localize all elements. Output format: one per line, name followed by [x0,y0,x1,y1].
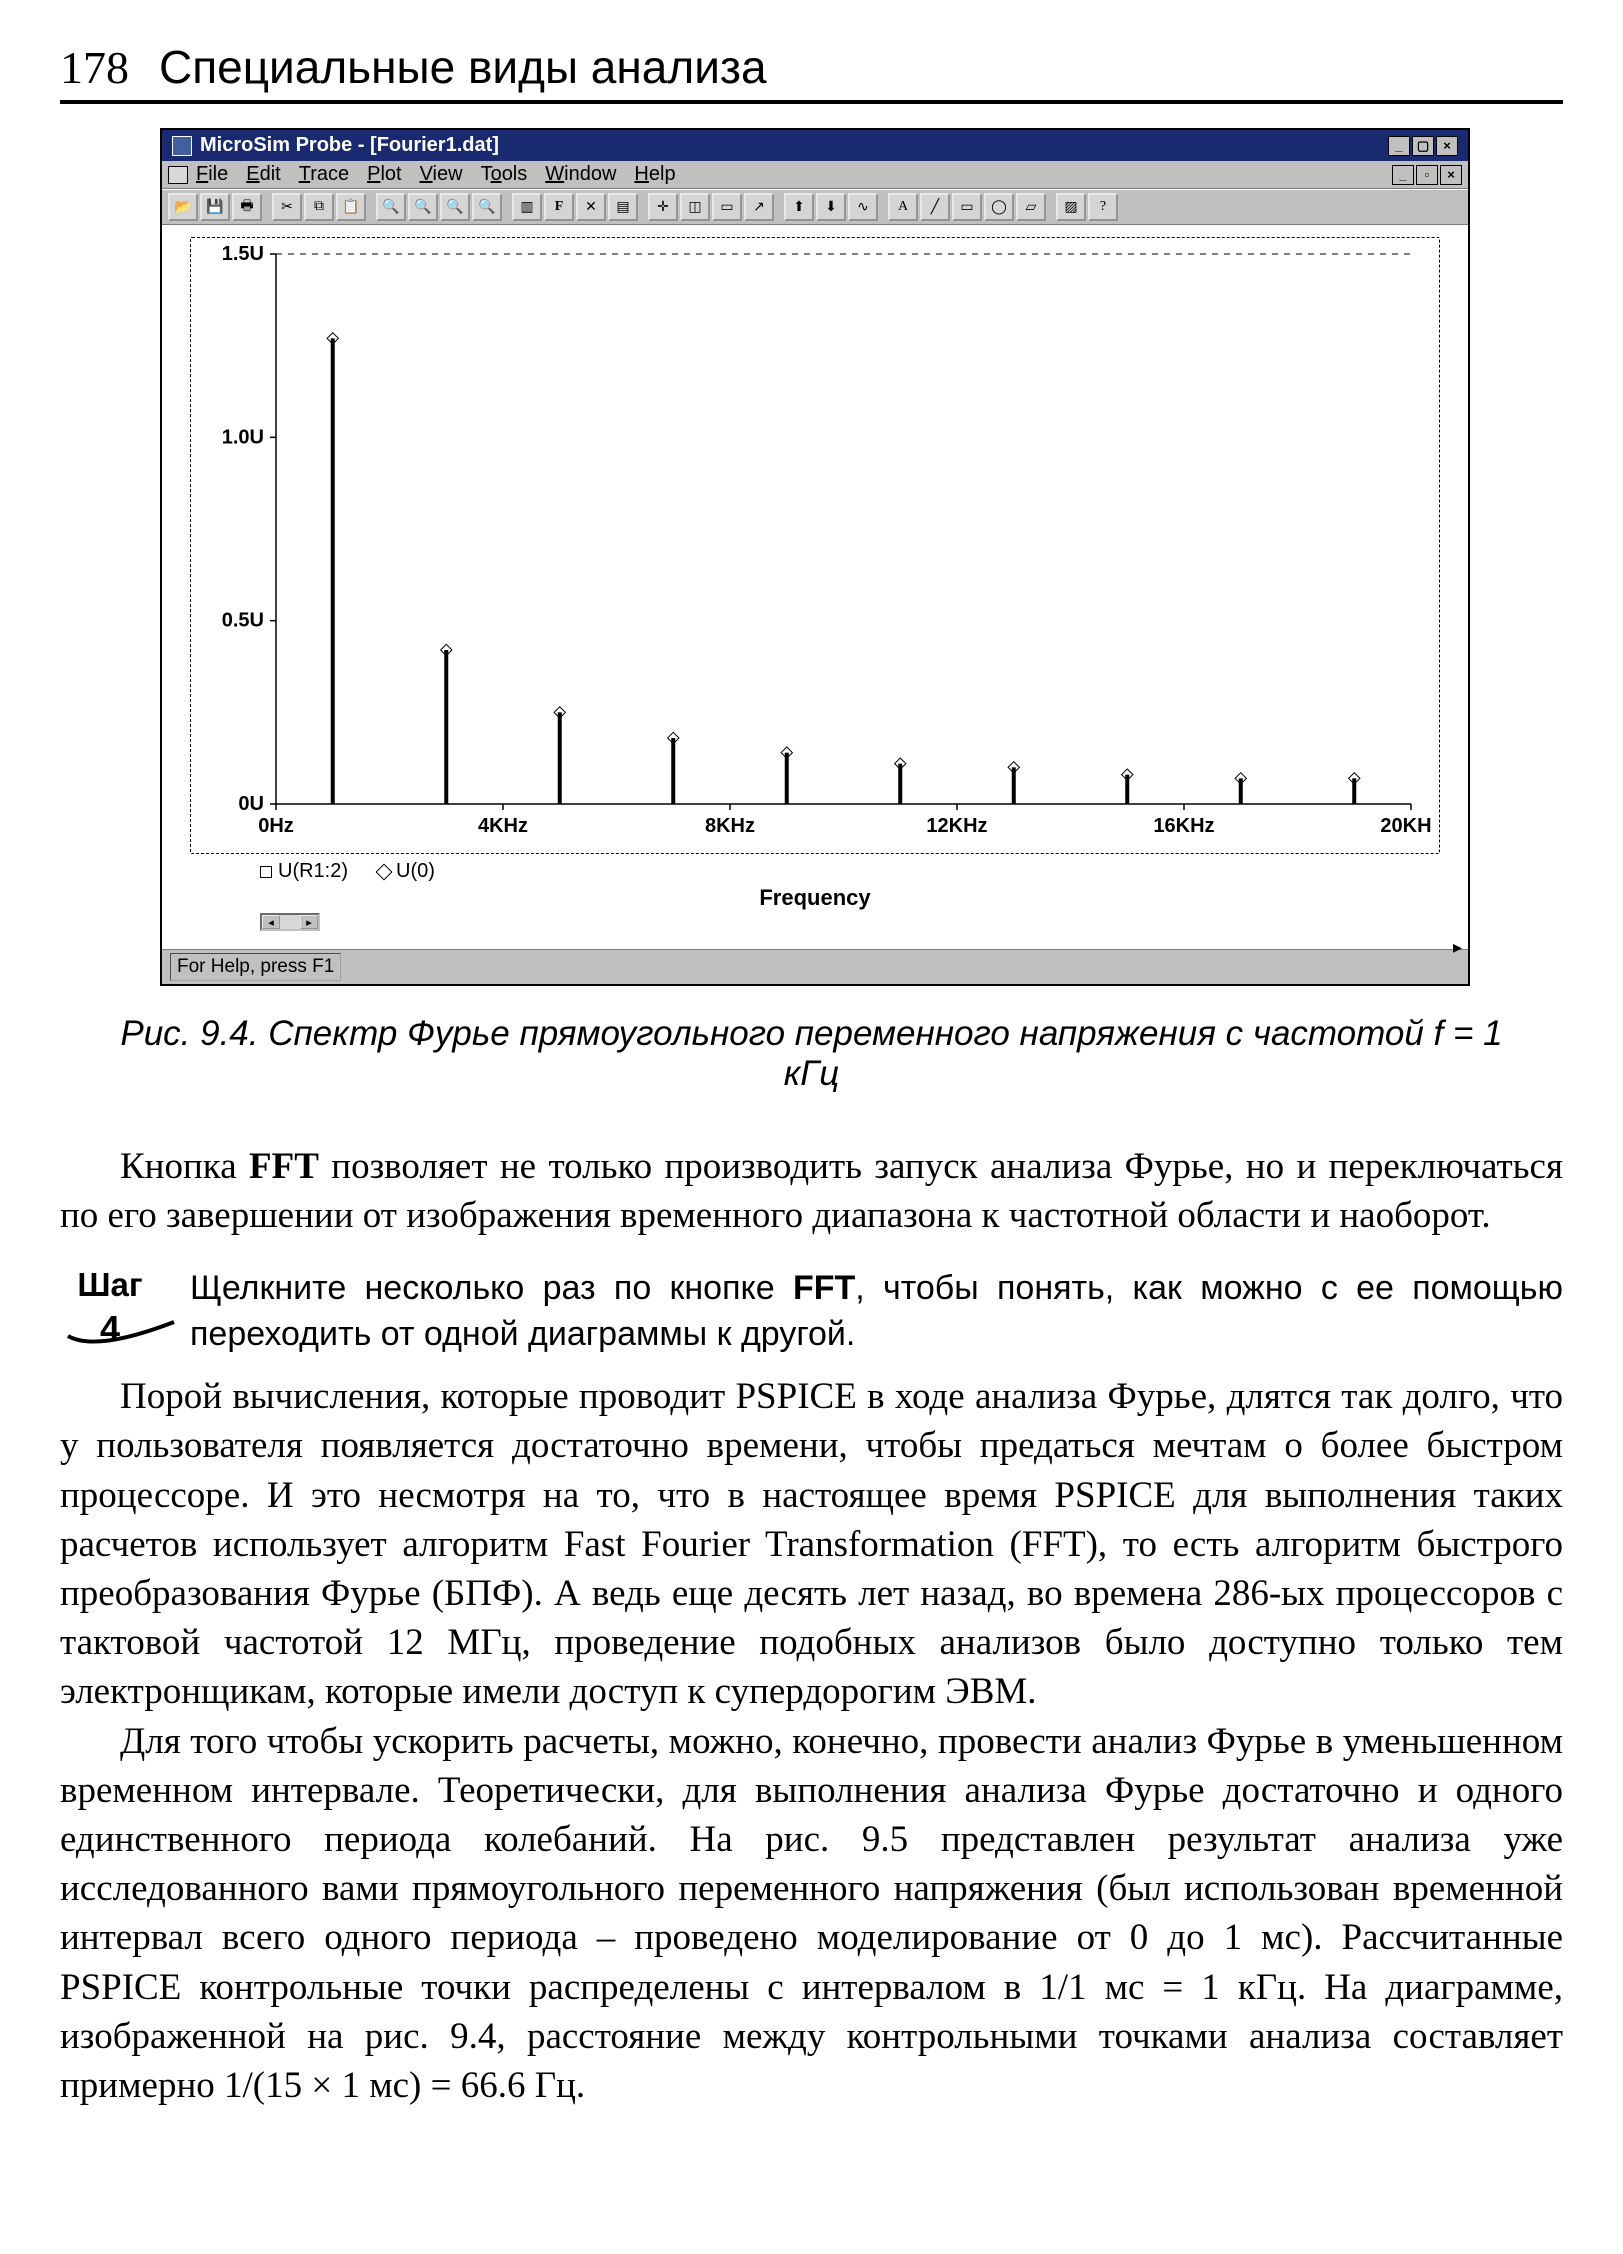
menubar-row: File Edit Trace Plot View Tools Window H… [162,161,1468,189]
scroll-corner-icon[interactable]: ▸ [1453,937,1462,958]
tool-peak-icon[interactable]: ∿ [848,193,878,221]
tool-mark-icon[interactable]: ◫ [680,193,710,221]
tool-line-icon[interactable]: ╱ [920,193,950,221]
mdi-buttons: _ ▫ × [1392,165,1462,185]
tool-zoom-area-icon[interactable]: 🔍 [440,193,470,221]
square-marker-icon [260,866,272,878]
maximize-button[interactable]: ▢ [1412,136,1434,156]
legend-label-1: U(R1:2) [278,860,348,882]
scroll-left-icon[interactable]: ◂ [262,915,280,929]
tool-rect-icon[interactable]: ▭ [952,193,982,221]
menu-file[interactable]: File [196,163,228,186]
mdi-minimize-button[interactable]: _ [1392,165,1414,185]
tool-copy-icon[interactable]: ⧉ [304,193,334,221]
app-window: MicroSim Probe - [Fourier1.dat] _ ▢ × Fi… [160,128,1470,986]
close-button[interactable]: × [1436,136,1458,156]
tool-cursor-icon[interactable]: ✛ [648,193,678,221]
toolbar: 📂 💾 🖶 ✂ ⧉ 📋 🔍 🔍 🔍 🔍 ▥ F ✕ ▤ ✛ ◫ ▭ ↗ ⬆ ⬇ … [162,189,1468,225]
svg-text:16KHz: 16KHz [1153,815,1214,837]
step-text: Щелкните несколько раз по кнопке FFT, чт… [190,1266,1563,1358]
tool-arrow-icon[interactable]: ↗ [744,193,774,221]
xaxis-label: Frequency [190,885,1440,911]
minimize-button[interactable]: _ [1388,136,1410,156]
diamond-marker-icon [376,863,393,880]
menu-help[interactable]: Help [634,163,675,186]
titlebar: MicroSim Probe - [Fourier1.dat] _ ▢ × [162,130,1468,161]
chapter-title: Специальные виды анализа [159,40,767,94]
tool-max-icon[interactable]: ⬆ [784,193,814,221]
tool-cut-icon[interactable]: ✂ [272,193,302,221]
paragraph-1: Кнопка FFT позволяет не только производи… [60,1142,1563,1240]
plot-area: 0U 0.5U 1.0U 1.5U 0Hz 4KHz 8KHz 12KHz 16KHz 20KHz… [162,225,1468,949]
tool-perf-icon[interactable]: ✕ [576,193,606,221]
menu-window[interactable]: Window [545,163,616,186]
tool-paste-icon[interactable]: 📋 [336,193,366,221]
svg-text:20KHz: 20KHz [1380,815,1431,837]
titlebar-buttons: _ ▢ × [1388,136,1458,156]
step-word: Шаг [77,1266,142,1303]
menu-tools[interactable]: Tools [481,163,528,186]
tool-fft-icon[interactable]: F [544,193,574,221]
menu-plot[interactable]: Plot [367,163,401,186]
scrollbar-row: ◂ ▸ [190,911,1440,931]
svg-text:8KHz: 8KHz [705,815,755,837]
window-title: MicroSim Probe - [Fourier1.dat] [200,134,499,157]
tool-poly-icon[interactable]: ▱ [1016,193,1046,221]
svg-text:1.5U: 1.5U [222,243,264,265]
step-block: Шаг 4 Щелкните несколько раз по кнопке F… [60,1266,1563,1358]
paragraph-3: Для того чтобы ускорить расчеты, можно, … [60,1717,1563,2111]
body-text: Кнопка FFT позволяет не только производи… [60,1142,1563,2110]
p1-bold: FFT [249,1146,319,1187]
tool-min-icon[interactable]: ⬇ [816,193,846,221]
app-icon [172,136,192,156]
mdi-icon [168,166,188,184]
tool-zoom-out-icon[interactable]: 🔍 [408,193,438,221]
paragraph-2: Порой вычисления, которые проводит PSPIC… [60,1372,1563,1716]
tool-help-icon[interactable]: ? [1088,193,1118,221]
svg-text:0Hz: 0Hz [258,815,294,837]
menu-edit[interactable]: Edit [246,163,280,186]
tool-save-icon[interactable]: 💾 [200,193,230,221]
menubar: File Edit Trace Plot View Tools Window H… [196,163,676,186]
svg-text:4KHz: 4KHz [478,815,528,837]
menu-trace[interactable]: Trace [299,163,349,186]
tool-log-icon[interactable]: ▥ [512,193,542,221]
svg-text:1.0U: 1.0U [222,426,264,448]
svg-text:0U: 0U [238,793,264,815]
svg-text:0.5U: 0.5U [222,610,264,632]
legend-row: U(R1:2) U(0) [190,854,1440,885]
plot-frame: 0U 0.5U 1.0U 1.5U 0Hz 4KHz 8KHz 12KHz 16KHz 20KHz [190,237,1440,854]
page-header: 178 Специальные виды анализа [60,40,1563,104]
tool-color-icon[interactable]: ▨ [1056,193,1086,221]
mdi-restore-button[interactable]: ▫ [1416,165,1438,185]
step-label: Шаг 4 [60,1266,160,1350]
p1-pre: Кнопка [120,1146,249,1187]
tool-print-icon[interactable]: 🖶 [232,193,262,221]
legend-label-2: U(0) [396,860,435,882]
tool-label-icon[interactable]: ▭ [712,193,742,221]
legend-item-2: U(0) [378,860,435,883]
figure-caption: Рис. 9.4. Спектр Фурье прямоугольного пе… [100,1014,1523,1094]
tool-zoom-in-icon[interactable]: 🔍 [376,193,406,221]
scroll-right-icon[interactable]: ▸ [300,915,318,929]
legend-item-1: U(R1:2) [260,860,348,883]
statusbar: For Help, press F1 [162,949,1468,984]
statusbar-text: For Help, press F1 [170,953,341,981]
horizontal-scrollbar[interactable]: ◂ ▸ [260,913,320,931]
tool-zoom-fit-icon[interactable]: 🔍 [472,193,502,221]
page-number: 178 [60,41,129,94]
tool-open-icon[interactable]: 📂 [168,193,198,221]
swoosh-icon [66,1318,176,1352]
mdi-close-button[interactable]: × [1440,165,1462,185]
tool-eval-icon[interactable]: ▤ [608,193,638,221]
step-pre: Щелкните несколько раз по кнопке [190,1269,793,1307]
spectrum-chart: 0U 0.5U 1.0U 1.5U 0Hz 4KHz 8KHz 12KHz 16KHz 20KHz [191,238,1431,848]
step-bold: FFT [793,1269,855,1307]
menu-view[interactable]: View [420,163,463,186]
svg-text:12KHz: 12KHz [926,815,987,837]
tool-text-icon[interactable]: A [888,193,918,221]
tool-circle-icon[interactable]: ◯ [984,193,1014,221]
